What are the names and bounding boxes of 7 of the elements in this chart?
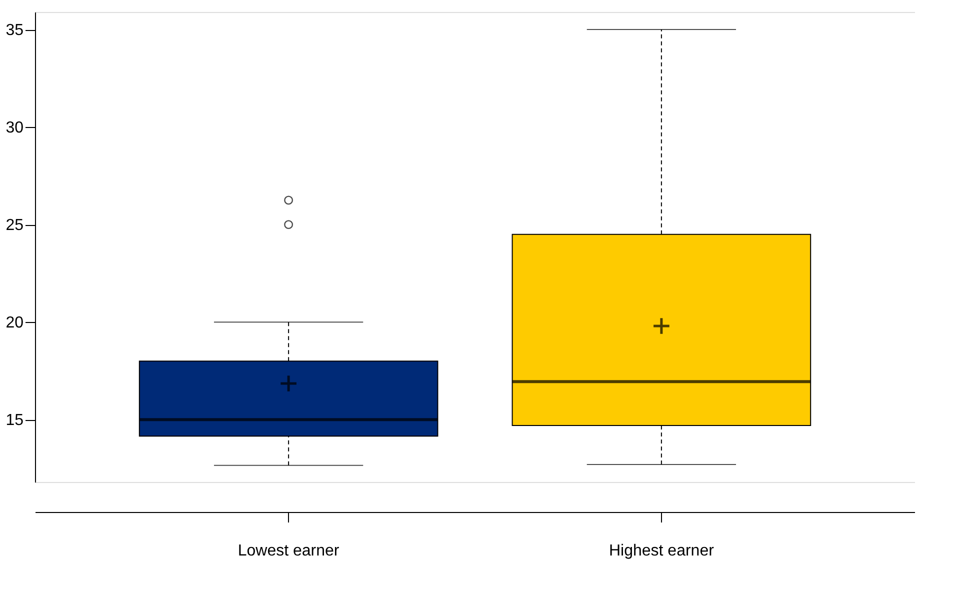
y-tick-label: 35 [6,22,24,40]
x-tick-label: Highest earner [608,542,715,560]
y-tick-label: 25 [6,217,24,234]
y-tick-label: 20 [6,314,24,332]
x-tick-label: Lowest earner [238,542,340,560]
y-tick-label: 15 [6,412,24,430]
y-tick-label: 30 [6,120,24,137]
